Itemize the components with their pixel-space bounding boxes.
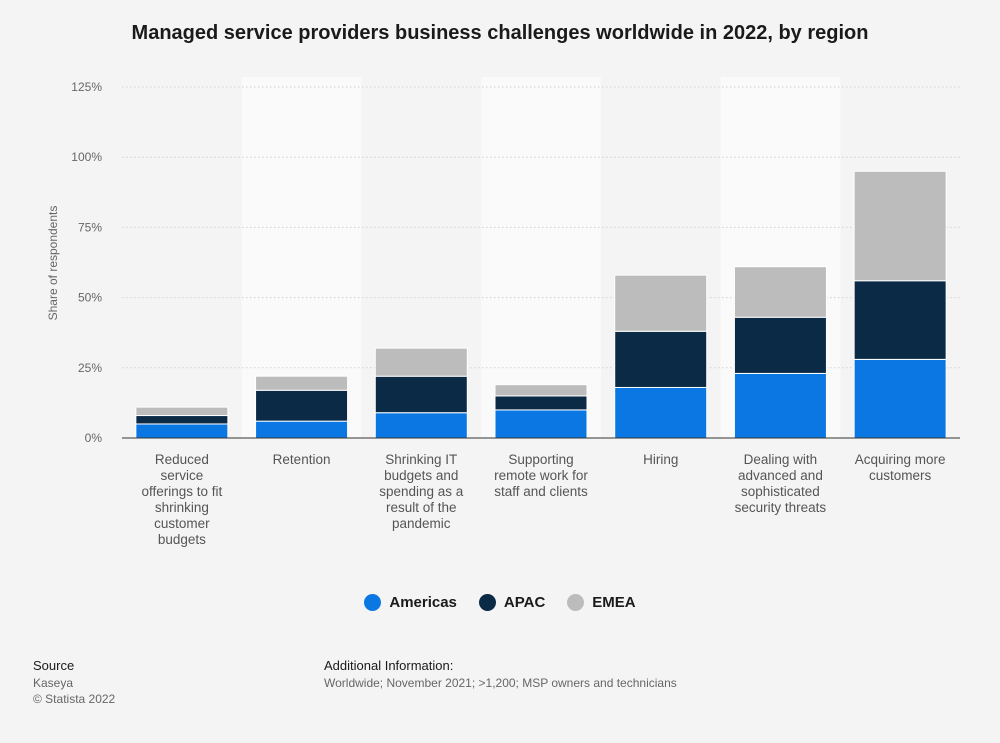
- source-name[interactable]: Kaseya: [33, 676, 74, 690]
- y-tick-label: 100%: [71, 150, 102, 164]
- additional-info-heading: Additional Information:: [324, 658, 454, 673]
- x-tick-label: Reduced service offerings to fit shrinking c…: [141, 452, 222, 547]
- legend-swatch-americas: [364, 594, 382, 611]
- legend: Americas APAC EMEA: [0, 594, 1000, 611]
- bar-americas: [853, 358, 947, 439]
- bar-americas: [255, 420, 349, 439]
- legend-label-apac: APAC: [503, 594, 546, 611]
- bar-americas: [733, 372, 827, 439]
- x-tick-label: Shrinking IT budgets and spending as a resu…: [379, 452, 464, 531]
- bar-americas: [494, 409, 588, 439]
- bar-americas: [135, 423, 229, 439]
- bar-apac: [494, 395, 588, 411]
- legend-item-emea[interactable]: EMEA: [567, 594, 636, 611]
- legend-label-emea: EMEA: [592, 594, 636, 611]
- bar-americas: [374, 412, 468, 439]
- bar-emea: [733, 266, 827, 318]
- legend-swatch-emea: [567, 594, 585, 611]
- source-heading: Source: [33, 658, 75, 673]
- y-tick-label: 0%: [85, 431, 103, 445]
- x-tick-label: Dealing with advanced and sophisticated sec…: [735, 452, 827, 515]
- chart-title: Managed service providers business chall…: [131, 22, 869, 44]
- y-tick-label: 125%: [71, 80, 102, 94]
- legend-item-americas[interactable]: Americas: [364, 594, 457, 611]
- bar-emea: [853, 170, 947, 282]
- bar-apac: [853, 280, 947, 360]
- y-tick-label: 25%: [78, 361, 102, 375]
- y-tick-label: 50%: [78, 291, 102, 305]
- legend-swatch-apac: [478, 594, 496, 611]
- bar-apac: [135, 415, 229, 425]
- y-tick-label: 75%: [78, 220, 102, 234]
- bar-americas: [614, 386, 708, 439]
- x-tick-label: Hiring: [643, 452, 678, 467]
- bar-emea: [135, 406, 229, 417]
- legend-label-americas: Americas: [389, 594, 457, 611]
- bar-apac: [733, 316, 827, 374]
- bar-emea: [614, 274, 708, 332]
- statista-copyright[interactable]: © Statista 2022: [33, 692, 116, 706]
- column-band: [481, 77, 601, 438]
- bar-apac: [614, 330, 708, 388]
- y-axis-label: Share of respondents: [46, 206, 60, 321]
- bar-apac: [374, 375, 468, 414]
- bar-emea: [255, 375, 349, 391]
- x-tick-label: Acquiring more customers: [855, 452, 946, 483]
- additional-info-text: Worldwide; November 2021; >1,200; MSP ow…: [324, 676, 677, 690]
- legend-item-apac[interactable]: APAC: [478, 594, 546, 611]
- bar-emea: [374, 347, 468, 377]
- x-tick-label: Supporting remote work for staff and clien…: [494, 452, 588, 499]
- bar-apac: [255, 389, 349, 422]
- bar-emea: [494, 384, 588, 397]
- x-tick-label: Retention: [273, 452, 331, 467]
